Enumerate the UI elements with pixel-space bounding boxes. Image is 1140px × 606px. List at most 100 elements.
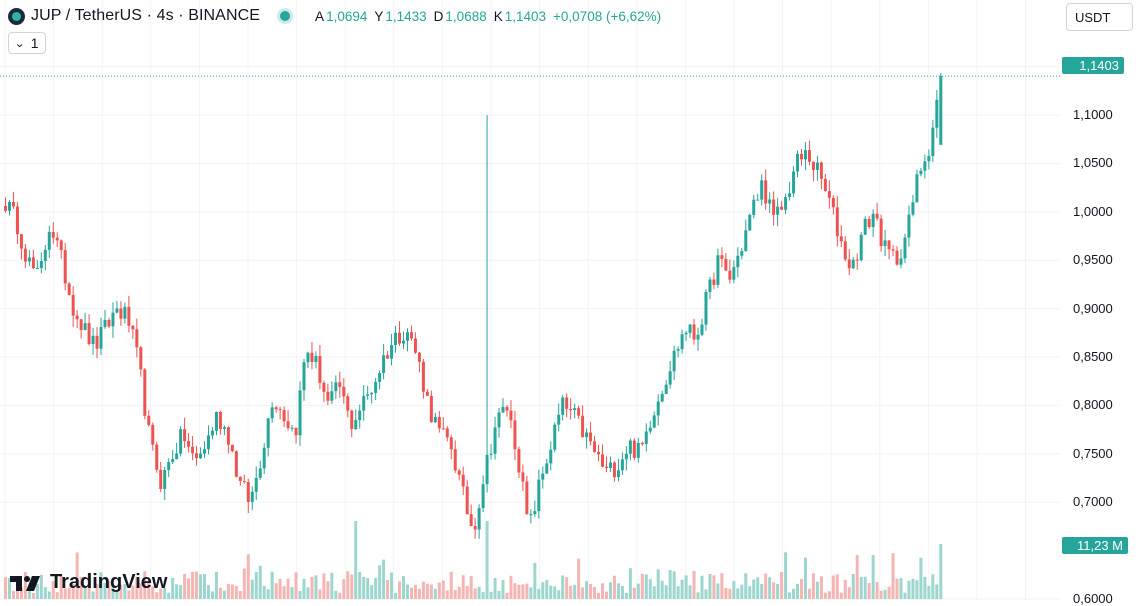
candle-body [230,444,234,452]
volume-bar [672,571,676,599]
volume-bar [573,584,577,599]
candle-body [756,199,760,201]
candle-body [859,234,863,261]
volume-bar [640,573,644,599]
symbol-title[interactable]: JUP / TetherUS · 4s · BINANCE [31,7,261,24]
volume-bar [47,591,51,599]
candle-body [565,397,569,409]
volume-bar [206,585,210,599]
volume-bar [147,580,151,599]
volume-bar [294,572,298,599]
candle-body [322,382,326,392]
candle-body [871,213,875,228]
candle-body [135,329,139,348]
volume-bar [314,575,318,599]
candle-body [784,197,788,210]
volume-bar [366,578,370,599]
tradingview-logo[interactable]: TradingView [10,571,167,594]
volume-bar [318,589,322,599]
candle-body [740,251,744,256]
candle-body [716,255,720,285]
candle-body [246,482,250,502]
volume-bar [700,575,704,599]
volume-bar [282,586,286,599]
candle-body [497,412,501,428]
candle-body [354,420,358,430]
candle-body [346,396,350,411]
volume-bar [457,586,461,599]
candle-body [807,150,811,162]
volume-bar [421,581,425,599]
volume-bar [684,575,688,599]
volume-bar [601,583,604,599]
volume-bar [823,592,827,599]
candle-body [796,153,800,172]
volume-bar [907,580,911,599]
candle-body [409,332,413,339]
volume-bar [298,591,302,599]
candle-body [887,240,891,250]
volume-bar [620,585,624,599]
candle-body [923,161,927,171]
volume-bar [175,584,179,599]
volume-bar [855,554,859,599]
volume-bar [712,575,716,599]
volume-bar [429,584,433,599]
volume-bar [776,583,780,599]
candle-body [334,382,338,392]
candle-body [119,308,123,319]
jupiter-coin-icon [8,7,25,25]
volume-bar [565,577,569,599]
candle-body [362,395,366,411]
candle-body [696,334,700,340]
volume-bar [258,565,262,599]
candle-body [612,462,616,478]
volume-bar [405,584,409,599]
volume-bar [266,589,270,599]
volume-bar [226,583,230,599]
volume-bar [541,582,545,599]
candle-body [620,459,624,471]
candle-body [167,462,171,471]
volume-bar [660,580,664,599]
volume-bar [477,586,481,599]
currency-selector[interactable]: USDT [1066,3,1133,31]
volume-bar [27,588,31,599]
candle-body [644,431,648,445]
price-axis-tick: 0,8500 [1073,349,1113,365]
price-axis-tick: 1,0000 [1073,203,1113,219]
candle-body [604,466,608,469]
candlesticks [4,73,943,539]
candle-body [509,410,513,421]
candle-body [378,372,382,382]
candle-body [433,416,437,423]
volume-bar [139,583,143,599]
volume-bar [819,576,823,599]
volume-bar [390,572,394,599]
volume-bar [123,583,127,599]
candle-body [624,453,628,460]
candle-body [911,202,915,215]
candle-body [640,442,644,445]
candle-body [899,258,903,265]
volume-bar [171,577,175,599]
candle-body [413,338,417,353]
volume-bar [827,591,831,599]
candle-body [214,411,218,431]
candle-body [238,476,242,482]
volume-bar [417,588,421,599]
volume-bar [214,571,218,599]
candle-body [171,459,175,463]
volume-bar [218,587,222,599]
legend-collapse-button[interactable]: ⌄ 1 [8,32,46,54]
candle-body [672,350,676,372]
volume-bar [23,571,27,599]
volume-bar [728,588,732,599]
candle-body [59,240,63,251]
price-axis-tick: 1,1000 [1073,107,1113,123]
volume-bar [453,590,457,599]
volume-bar [525,583,529,599]
volume-bar [772,582,776,599]
candle-body [159,469,163,489]
